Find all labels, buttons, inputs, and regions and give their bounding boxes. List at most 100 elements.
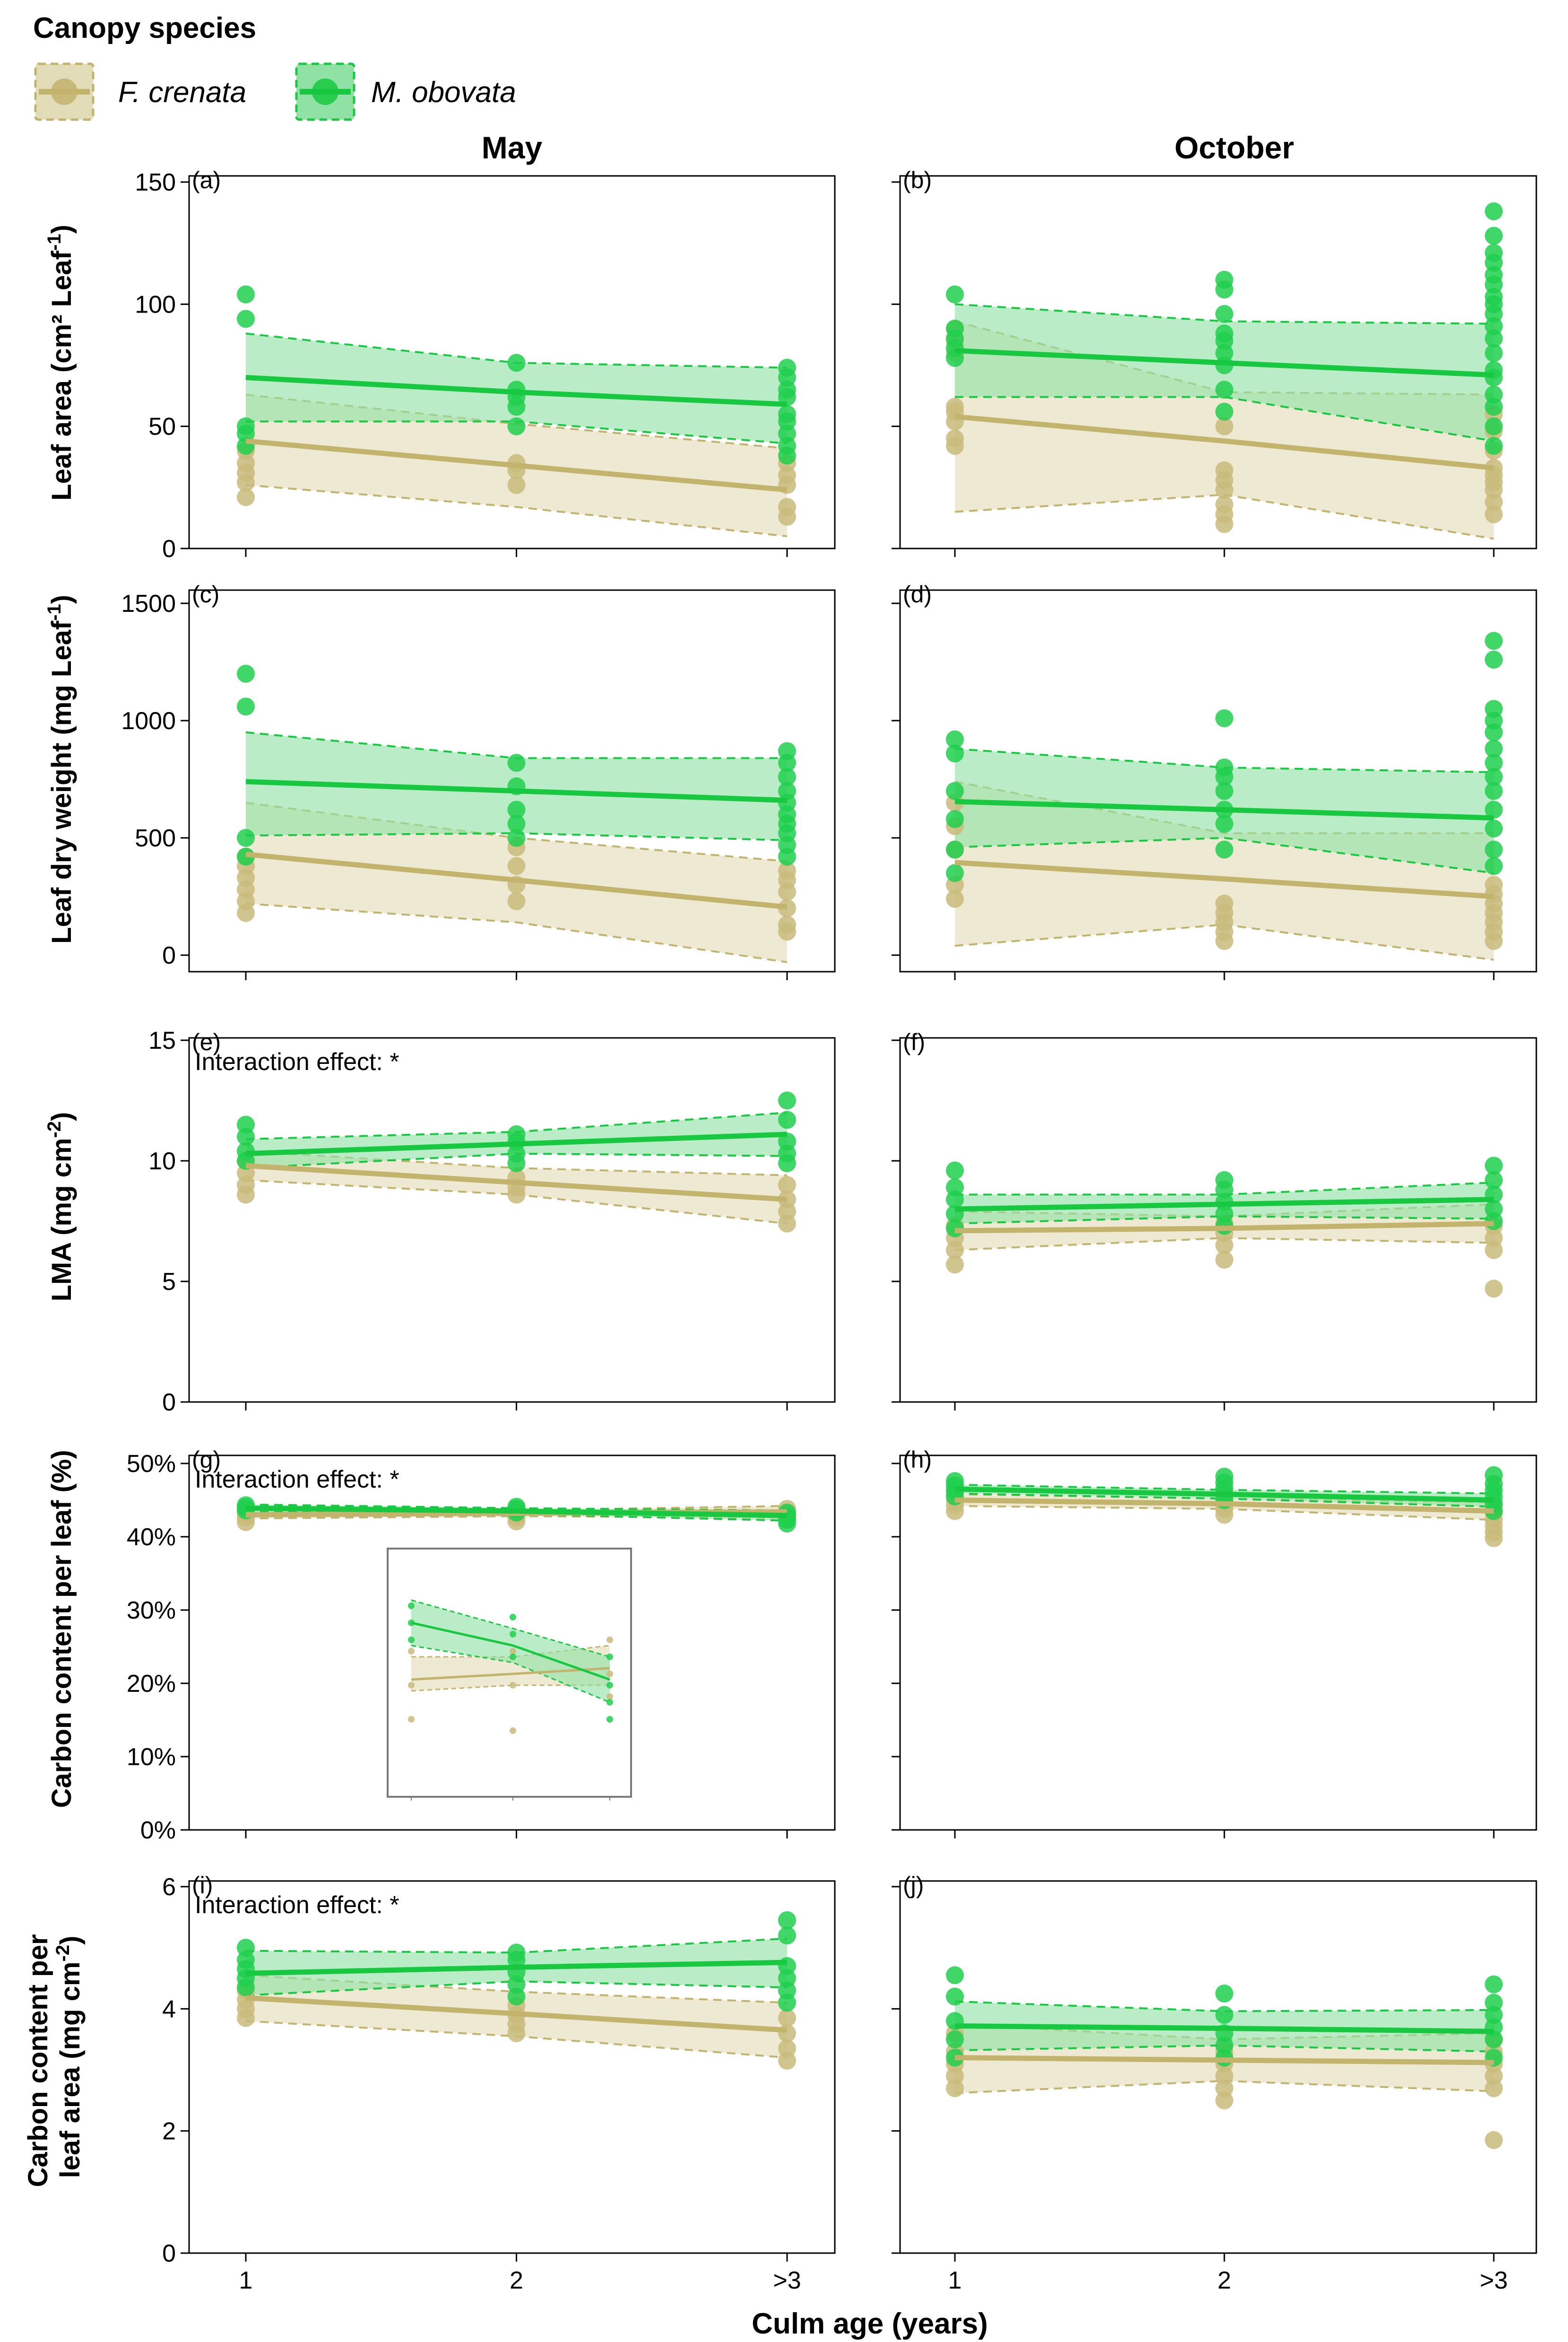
point-m-obovata (1485, 226, 1503, 245)
point-m-obovata (1215, 840, 1233, 859)
point-m-obovata (778, 742, 796, 760)
y-tick-label: 50 (148, 413, 176, 441)
fit-line-f-crenata (954, 1497, 1494, 1514)
point-f-crenata (408, 1648, 415, 1654)
panel-letter: (b) (903, 167, 932, 193)
ci-lower-m-obovata (954, 836, 1494, 874)
point-m-obovata (946, 1472, 964, 1490)
y-tick-label: 40% (127, 1524, 176, 1551)
y-tick-label: 0 (162, 2240, 176, 2267)
point-m-obovata (237, 310, 255, 328)
point-m-obovata (606, 1699, 613, 1706)
y-tick-label: 0 (162, 535, 176, 563)
ci-upper-f-crenata (411, 1645, 610, 1658)
ci-lower-f-crenata (245, 484, 788, 538)
panel-frame (899, 1037, 1537, 1403)
panel-frame (899, 175, 1537, 549)
point-f-crenata (408, 1716, 415, 1723)
point-m-obovata (778, 1911, 796, 1930)
point-m-obovata (1485, 385, 1503, 404)
point-m-obovata (1215, 2006, 1233, 2024)
point-m-obovata (1485, 754, 1503, 772)
point-m-obovata (1485, 1157, 1503, 1175)
point-m-obovata (946, 810, 964, 828)
point-f-crenata (1485, 1280, 1503, 1298)
y-tick-label: 500 (135, 825, 176, 852)
y-tick-label: 0% (140, 1817, 176, 1844)
panel-c: 0 500 1000 1500 (c) (121, 581, 836, 980)
y-tick-label: 0 (162, 1389, 176, 1416)
point-m-obovata (237, 1115, 255, 1134)
fit-line-m-obovata (245, 1959, 788, 1976)
point-f-crenata (778, 2009, 796, 2027)
panel-content (946, 632, 1503, 961)
point-m-obovata (778, 1926, 796, 1945)
panel-content (408, 1599, 613, 1734)
point-m-obovata (778, 782, 796, 800)
y-tick-label: 1500 (121, 590, 176, 618)
point-m-obovata (606, 1716, 613, 1723)
panel-frame (188, 1880, 836, 2254)
point-m-obovata (1215, 782, 1233, 800)
column-title-may: May (482, 130, 543, 165)
point-f-crenata (778, 862, 796, 880)
point-m-obovata (237, 697, 255, 716)
point-m-obovata (1215, 270, 1233, 289)
ci-lower-f-crenata (411, 1684, 610, 1692)
x-tick-label: >3 (773, 2267, 801, 2294)
point-m-obovata (507, 829, 526, 847)
panel-content (946, 1157, 1503, 1298)
legend-label-f-crenata: F. crenata (118, 76, 246, 109)
y-tick-label: 2 (162, 2118, 176, 2145)
point-m-obovata (1485, 1975, 1503, 1994)
point-m-obovata (507, 815, 526, 833)
fit-line-m-obovata (954, 1486, 1494, 1503)
fit-line-f-crenata (954, 414, 1494, 470)
point-m-obovata (510, 1654, 516, 1660)
panel-letter: (e) (192, 1029, 221, 1055)
point-f-crenata (606, 1671, 613, 1677)
panel-content (946, 202, 1503, 540)
legend: Canopy species F. crenata M. obovata (33, 12, 516, 121)
fit-line-m-obovata (411, 1621, 610, 1681)
point-m-obovata (1485, 768, 1503, 786)
panel-g: 0% 10% 20% 30% 40% 50% (g)Interaction effect: … (127, 1446, 836, 1844)
panel-frame (188, 175, 836, 549)
panel-letter: (h) (903, 1446, 932, 1473)
point-f-crenata (606, 1693, 613, 1700)
point-m-obovata (507, 1125, 526, 1143)
point-m-obovata (1215, 1985, 1233, 2003)
point-m-obovata (778, 768, 796, 786)
panel-a: 0 50 100 150 (a) (135, 167, 836, 563)
panel-frame (188, 1037, 836, 1403)
point-m-obovata (1485, 700, 1503, 718)
ylabel-leaf-area: Leaf area (cm² Leaf-1) (44, 225, 77, 501)
panel-h: (h) (892, 1446, 1537, 1838)
panel-content (237, 285, 796, 538)
point-f-crenata (1215, 417, 1233, 435)
y-tick-label: 1000 (121, 707, 176, 735)
point-m-obovata (510, 1614, 516, 1620)
fit-line-m-obovata (954, 2023, 1494, 2034)
point-f-crenata (510, 1682, 516, 1689)
point-m-obovata (1485, 651, 1503, 669)
point-f-crenata (946, 398, 964, 416)
interaction-annotation: Interaction effect: * (195, 1048, 399, 1076)
point-m-obovata (606, 1654, 613, 1660)
panel-letter: (i) (192, 1872, 213, 1898)
point-m-obovata (1215, 381, 1233, 399)
point-m-obovata (1485, 1994, 1503, 2012)
legend-marker-m-obovata (312, 78, 338, 105)
panel-content (237, 1091, 796, 1233)
point-m-obovata (1485, 740, 1503, 758)
fit-line-m-obovata (954, 1197, 1494, 1212)
point-m-obovata (946, 730, 964, 749)
point-m-obovata (1485, 632, 1503, 650)
panel-frame (899, 1454, 1537, 1831)
point-f-crenata (1215, 1251, 1233, 1269)
point-f-crenata (778, 1176, 796, 1194)
panel-frame (899, 589, 1537, 973)
panel-letter: (d) (903, 581, 932, 608)
